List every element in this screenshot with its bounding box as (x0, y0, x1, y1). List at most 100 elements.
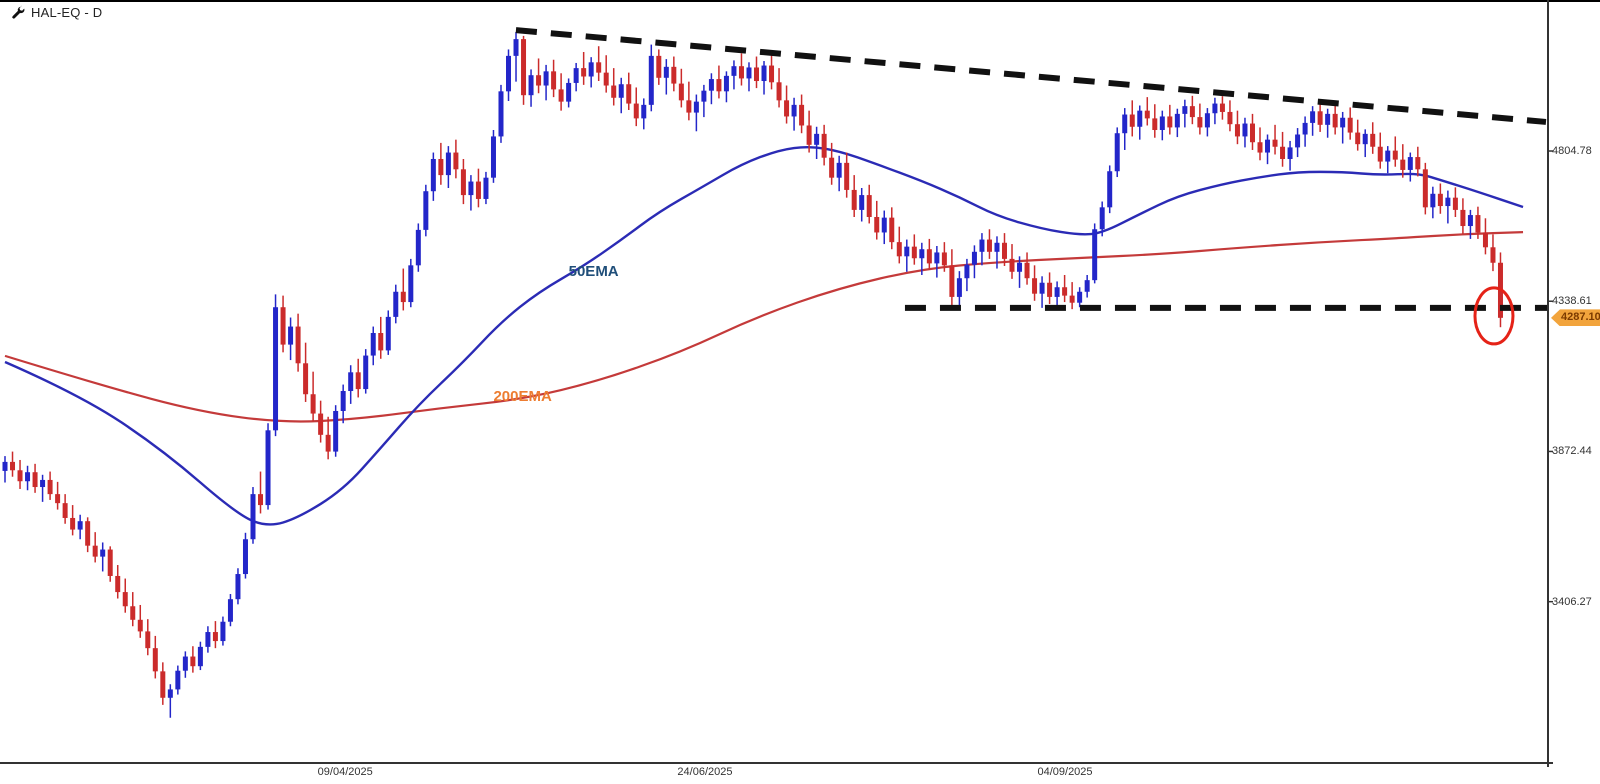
candle (115, 575, 121, 593)
candle (1437, 193, 1443, 207)
candle (1182, 106, 1188, 114)
candle (280, 307, 286, 345)
candle (934, 252, 940, 264)
candle (325, 434, 331, 452)
candle (1482, 232, 1488, 248)
candle (1009, 258, 1015, 272)
candle (566, 82, 572, 102)
candle (701, 90, 707, 102)
candle (1092, 229, 1098, 281)
candle (844, 162, 850, 190)
candle (708, 79, 714, 91)
candle (776, 82, 782, 101)
candle (1099, 207, 1105, 230)
candle (318, 413, 324, 435)
date-axis-label: 04/09/2025 (1037, 766, 1093, 778)
candle (1490, 247, 1496, 263)
candle (40, 479, 46, 488)
last-price-tag: 4287.10 (1551, 309, 1600, 327)
candle (295, 326, 301, 364)
candle (55, 494, 61, 504)
candle (1159, 116, 1165, 130)
candle (678, 83, 684, 101)
candle (1152, 118, 1158, 130)
wrench-icon[interactable] (10, 5, 25, 20)
candle (829, 157, 835, 178)
candle (310, 394, 316, 414)
candle (633, 103, 639, 119)
candle (1032, 278, 1038, 294)
candle (986, 239, 992, 252)
window-top-edge (0, 0, 1600, 2)
candle (618, 84, 624, 98)
candle (686, 100, 692, 113)
candle (814, 133, 820, 145)
candle (1189, 106, 1195, 118)
candle (964, 264, 970, 279)
candle (596, 62, 602, 73)
candle (806, 125, 812, 145)
candle (791, 104, 797, 117)
candle (1024, 262, 1030, 279)
candle (400, 291, 406, 303)
candle (1407, 157, 1413, 170)
candle (611, 85, 617, 98)
candle (603, 72, 609, 86)
candle (1174, 113, 1180, 128)
candle (521, 39, 527, 96)
candle (378, 333, 384, 351)
candle (258, 494, 264, 506)
candle (558, 89, 564, 102)
candle (32, 472, 38, 488)
candle (979, 239, 985, 252)
candle (167, 689, 173, 698)
candle (1355, 132, 1361, 145)
candle (1137, 110, 1143, 127)
candle (994, 242, 1000, 252)
candle (761, 65, 767, 82)
candle (919, 249, 925, 259)
candle (731, 66, 737, 76)
candle (1340, 117, 1346, 128)
candle (874, 216, 880, 233)
candle (799, 104, 805, 126)
candle (513, 39, 519, 56)
candle (1467, 215, 1473, 227)
candle (1317, 111, 1323, 125)
candle (1302, 122, 1308, 135)
candle (836, 162, 842, 178)
candle (746, 67, 752, 79)
candle (536, 75, 542, 86)
candle (648, 55, 654, 105)
candle (551, 71, 557, 90)
candle (1039, 282, 1045, 294)
candle (1265, 139, 1271, 153)
candle (77, 521, 83, 530)
candle (303, 363, 309, 395)
candle (738, 66, 744, 79)
candle (1370, 133, 1376, 147)
candle (1445, 197, 1451, 207)
candle (235, 574, 241, 600)
candle (581, 68, 587, 77)
candle (911, 246, 917, 259)
candle (1084, 280, 1090, 292)
candle (445, 152, 451, 176)
candle (1212, 103, 1218, 114)
price-axis-label: 4338.61 (1552, 295, 1592, 308)
candle (1460, 209, 1466, 227)
candle (483, 177, 489, 199)
candle (1197, 117, 1203, 128)
candle (1114, 133, 1120, 172)
candle (1287, 147, 1293, 159)
candle (1249, 123, 1255, 143)
candle (100, 549, 106, 557)
candle (671, 66, 677, 84)
candle (1129, 114, 1135, 127)
candle (1257, 142, 1263, 153)
candle (663, 66, 669, 78)
candle (333, 410, 339, 452)
candle (1475, 215, 1481, 233)
